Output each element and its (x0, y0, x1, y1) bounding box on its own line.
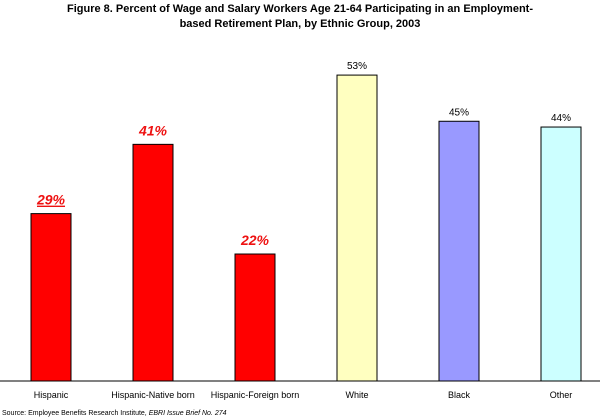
source-prefix: Source: Employee Benefits Research Insti… (2, 410, 149, 417)
bar-hispanic-native-born (132, 143, 174, 382)
bar-hispanic-foreign-born (234, 253, 276, 382)
source-publication: EBRI Issue Brief No. 274 (149, 410, 227, 417)
value-label-other: 44% (551, 113, 571, 124)
value-label-black: 45% (449, 107, 469, 118)
bars-group (30, 74, 582, 382)
source-note: Source: Employee Benefits Research Insti… (2, 410, 227, 417)
bar-other (540, 126, 582, 382)
value-label-hispanic-foreign-born: 22% (240, 232, 270, 248)
value-labels-group: 29% 41% 22% 53% 45% 44% (36, 61, 571, 248)
category-label-hispanic-native-born: Hispanic-Native born (111, 390, 195, 400)
category-label-hispanic: Hispanic (34, 390, 69, 400)
category-label-other: Other (550, 390, 573, 400)
bar-black (438, 120, 480, 382)
chart-title-line-2: based Retirement Plan, by Ethnic Group, … (180, 18, 421, 30)
value-label-white: 53% (347, 61, 367, 72)
category-label-hispanic-foreign-born: Hispanic-Foreign born (211, 390, 300, 400)
category-labels-group: Hispanic Hispanic-Native born Hispanic-For… (34, 390, 573, 400)
chart-title-line-1: Figure 8. Percent of Wage and Salary Wor… (67, 3, 533, 15)
value-label-hispanic: 29% (36, 192, 66, 208)
bar-white (336, 74, 378, 382)
value-label-hispanic-native-born: 41% (138, 122, 168, 138)
bar-hispanic (30, 213, 72, 382)
category-label-black: Black (448, 390, 471, 400)
category-label-white: White (345, 390, 368, 400)
